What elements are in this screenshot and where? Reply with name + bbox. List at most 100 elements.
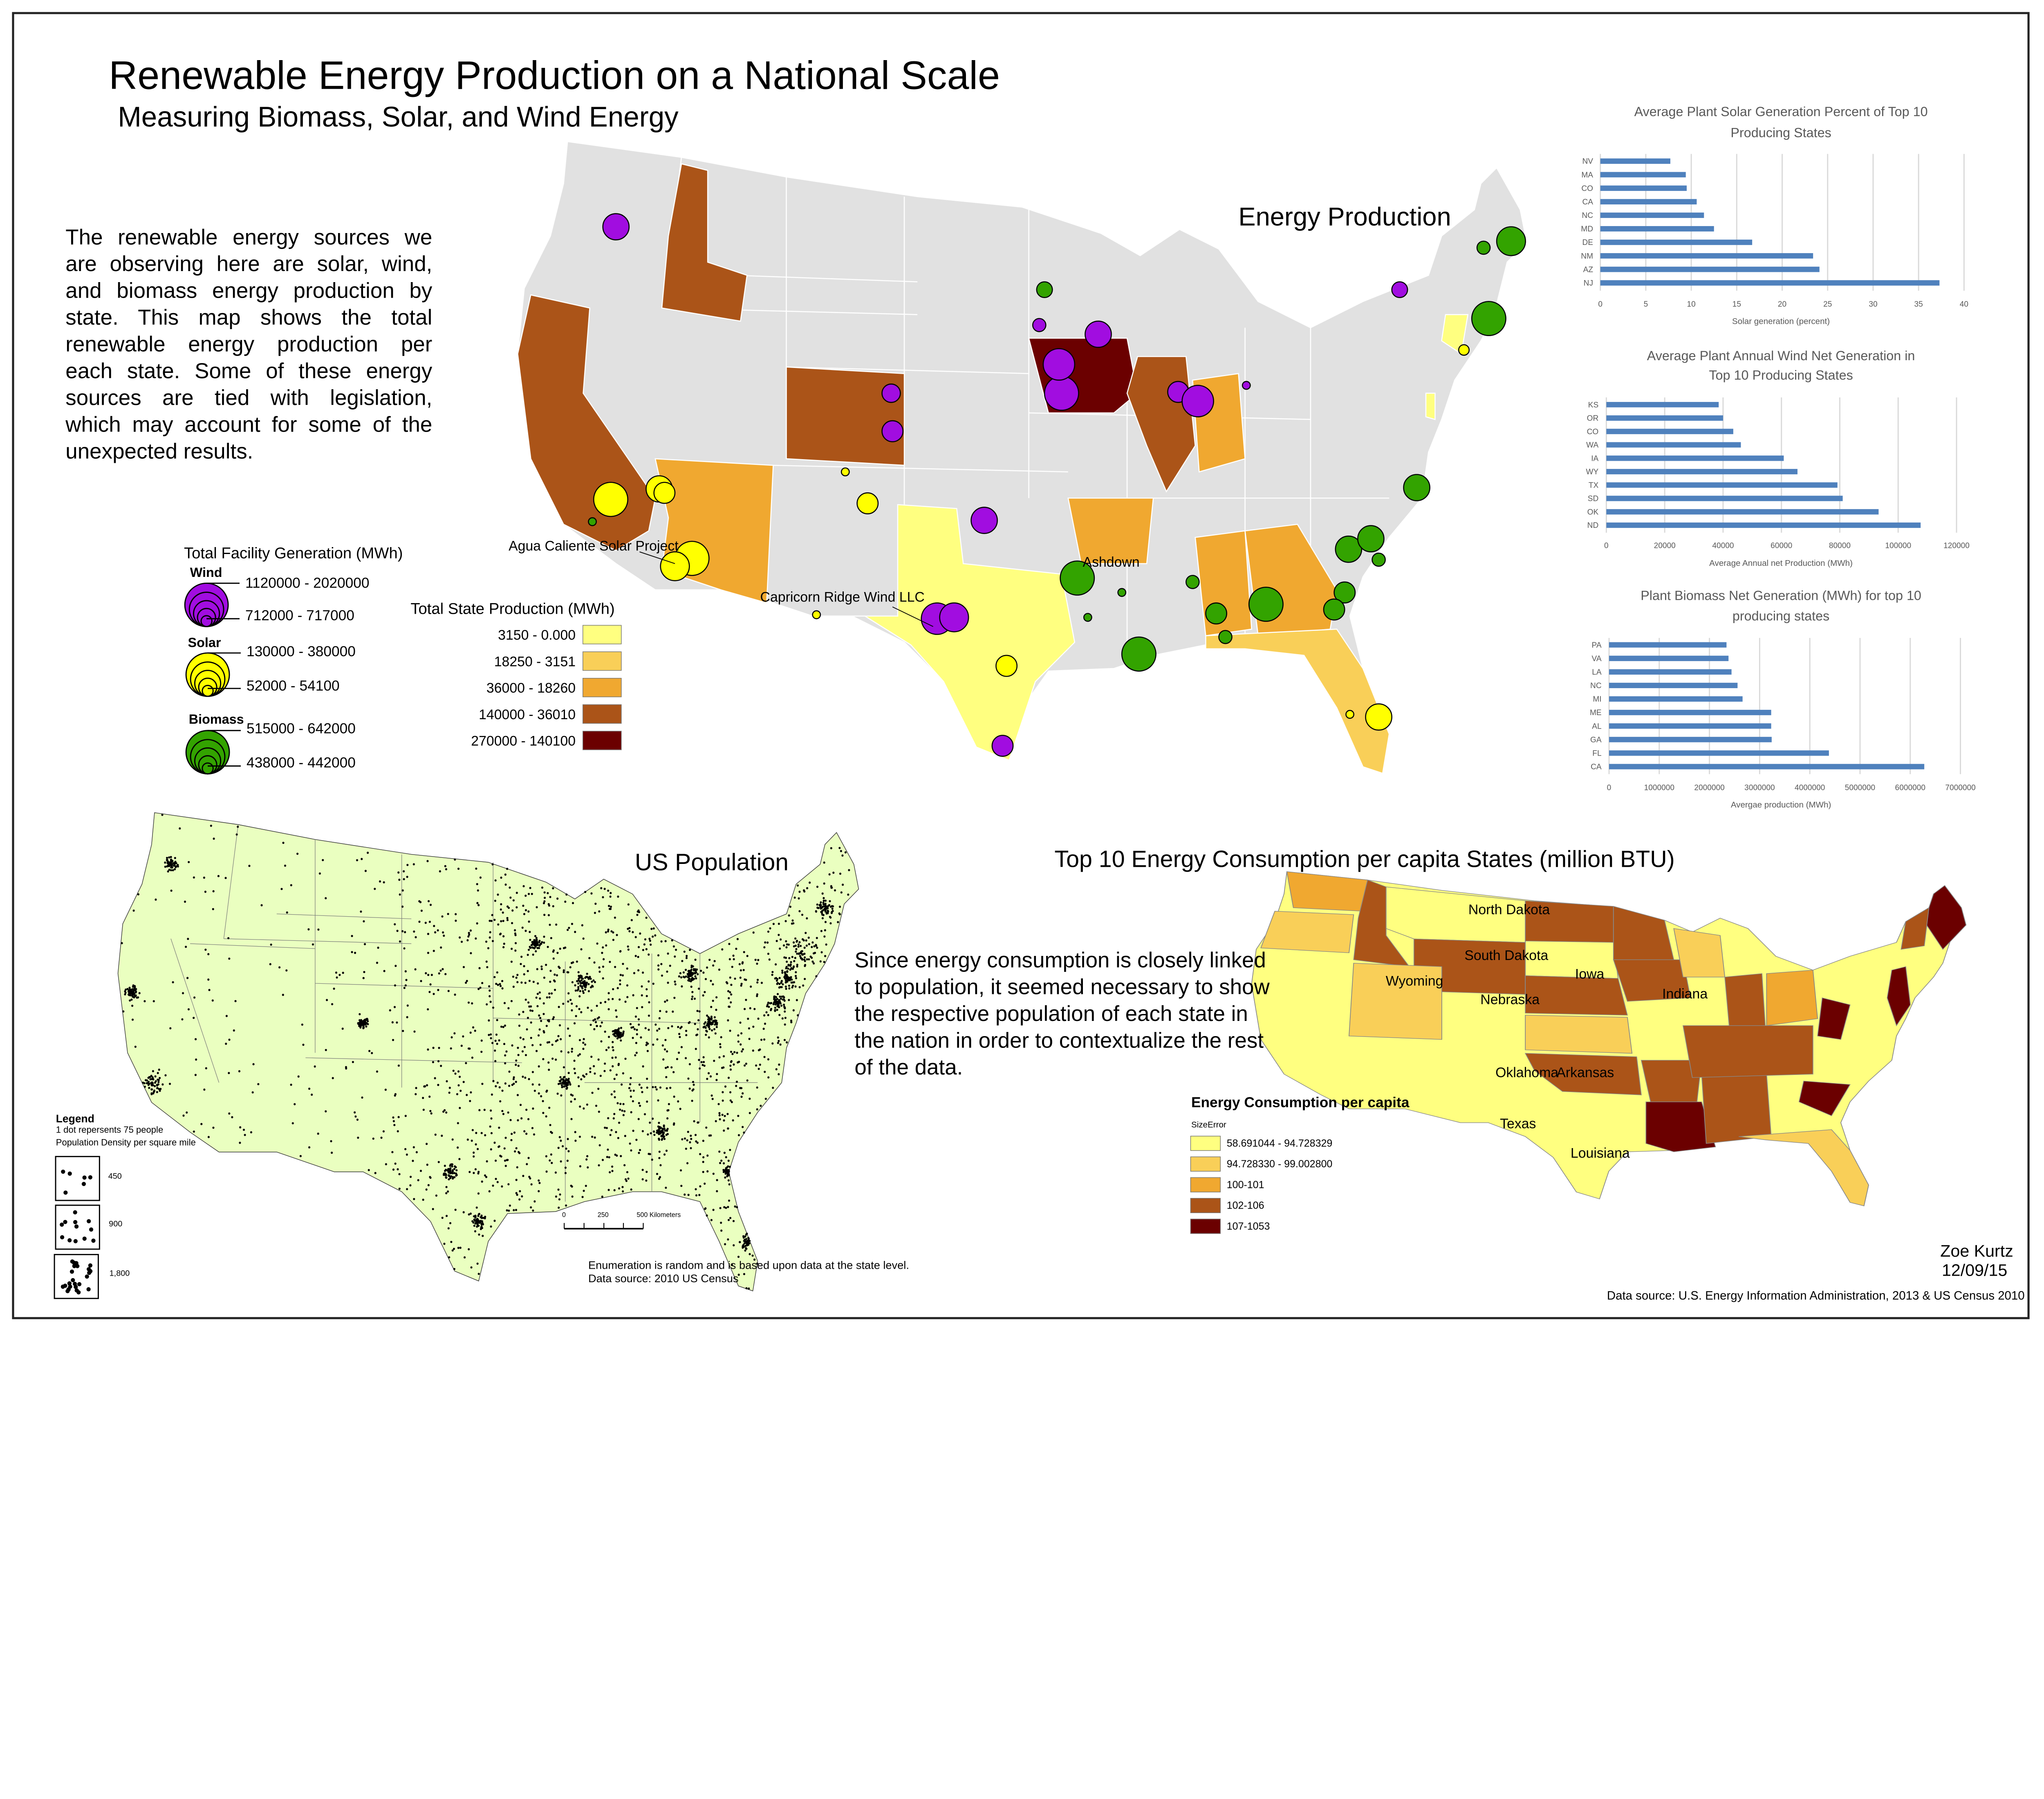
population-dot <box>668 1103 670 1106</box>
population-dot <box>802 889 805 892</box>
population-dot <box>538 1190 540 1193</box>
population-dot <box>749 1097 751 1100</box>
date: 12/09/15 <box>1941 1261 2008 1280</box>
population-dot <box>841 854 844 857</box>
population-dot <box>489 1125 491 1128</box>
population-dot <box>612 939 614 941</box>
population-dot <box>540 1095 542 1097</box>
population-dot <box>448 1091 450 1094</box>
population-dot <box>571 1050 573 1053</box>
population-dot <box>832 871 835 874</box>
population-dot <box>681 960 684 962</box>
population-dot <box>528 1175 531 1178</box>
population-dot <box>740 1087 743 1090</box>
population-dot <box>687 1131 689 1133</box>
population-dot <box>406 875 408 878</box>
population-dot <box>582 937 585 940</box>
population-dot <box>492 1006 495 1009</box>
population-dot <box>228 1112 231 1115</box>
population-dot <box>489 989 491 992</box>
population-dot <box>626 996 629 998</box>
population-dot <box>548 1068 550 1071</box>
population-dot <box>630 1188 632 1191</box>
population-dot <box>556 974 558 977</box>
population-dot <box>778 1040 780 1042</box>
population-dot <box>573 1059 576 1062</box>
population-dot <box>607 905 610 907</box>
population-dot <box>504 873 507 876</box>
population-dot <box>740 969 742 971</box>
consumption-legend-title: Energy Consumption per capita <box>1191 1095 1410 1111</box>
population-dot <box>451 1249 454 1252</box>
population-dot <box>397 871 400 874</box>
population-dot <box>823 961 825 963</box>
population-dot <box>742 1092 744 1095</box>
population-dot <box>406 1004 409 1007</box>
population-dot <box>418 900 421 903</box>
population-dot <box>778 922 780 925</box>
population-dot <box>557 1146 560 1149</box>
population-dot <box>718 1150 721 1153</box>
population-dot <box>596 942 598 945</box>
population-dot <box>532 1107 534 1110</box>
population-dot <box>731 1101 733 1104</box>
population-dot <box>610 1093 613 1096</box>
population-dot <box>250 1131 253 1133</box>
population-dot <box>504 883 507 886</box>
population-dot <box>685 1030 688 1032</box>
population-dot <box>632 994 634 996</box>
population-dot <box>639 1149 641 1151</box>
population-dot <box>509 896 512 899</box>
population-dot <box>172 981 174 984</box>
population-dot <box>670 1066 673 1069</box>
population-dot <box>354 1111 356 1114</box>
population-dot <box>470 952 472 954</box>
population-dot <box>727 990 730 992</box>
population-dot <box>458 1075 461 1078</box>
population-dot <box>643 943 645 946</box>
population-dot <box>722 1099 724 1102</box>
population-dot <box>571 1195 574 1198</box>
population-dot <box>626 1171 629 1173</box>
population-dot <box>680 1046 683 1048</box>
population-dot <box>184 900 186 903</box>
population-dot <box>739 1021 742 1024</box>
population-dot <box>506 919 509 921</box>
population-dot <box>729 1217 732 1219</box>
population-dot <box>450 1240 453 1243</box>
population-dot <box>686 1162 689 1164</box>
population-dot <box>448 1086 451 1089</box>
population-dot <box>238 1070 241 1072</box>
population-dot <box>702 1140 704 1142</box>
population-dot <box>618 1187 621 1190</box>
population-dot <box>477 1148 479 1151</box>
population-dot <box>470 1266 473 1269</box>
population-dot <box>564 1166 567 1169</box>
population-dot <box>630 1095 632 1098</box>
population-dot <box>675 949 677 951</box>
population-dot <box>391 1151 394 1153</box>
population-dot <box>513 1209 515 1211</box>
population-dot <box>645 988 648 991</box>
population-dot <box>212 1126 215 1129</box>
population-dot <box>674 983 677 986</box>
label-wyoming: Wyoming <box>1385 973 1443 989</box>
population-dot <box>556 1092 559 1095</box>
population-dot <box>524 1054 527 1057</box>
population-dot <box>784 1010 786 1013</box>
population-dot <box>722 1055 725 1058</box>
biomass-facility-symbol <box>1471 301 1506 336</box>
population-dot <box>471 1057 474 1059</box>
population-dot <box>396 930 399 932</box>
population-dot <box>797 1014 799 1016</box>
population-dot <box>517 1054 520 1056</box>
population-dot <box>705 1030 708 1032</box>
population-dot <box>498 1039 500 1042</box>
consumption-legend-label: 102-106 <box>1226 1200 1264 1211</box>
population-dot <box>530 1036 532 1039</box>
population-dot <box>477 988 480 990</box>
population-dot <box>502 935 505 938</box>
population-dot <box>697 1121 699 1124</box>
population-dot <box>657 954 660 957</box>
population-dot <box>614 1056 617 1059</box>
